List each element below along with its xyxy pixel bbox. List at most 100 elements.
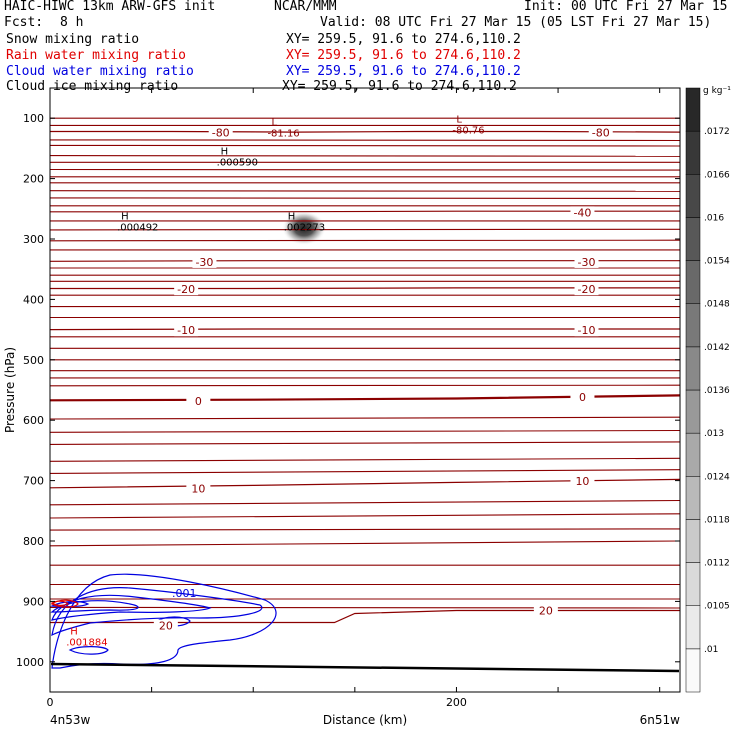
x-axis-title: Distance (km)	[323, 713, 407, 727]
temperature-contour	[50, 144, 680, 147]
header-title: HAIC-HIWC 13km ARW-GFS init	[4, 0, 216, 14]
snow-shading	[282, 211, 327, 246]
colorbar-swatch	[685, 389, 701, 434]
svg-text:10: 10	[575, 475, 589, 488]
svg-text:-10: -10	[177, 324, 195, 337]
colorbar-label: .0166	[704, 170, 730, 180]
svg-text:0: 0	[579, 391, 586, 404]
temperature-contour	[50, 228, 680, 231]
colorbar-swatch	[685, 648, 701, 693]
colorbar-swatch	[685, 87, 701, 132]
svg-text:-20: -20	[578, 283, 596, 296]
colorbar-label: .0172	[704, 127, 730, 137]
temperature-contour	[50, 416, 680, 420]
svg-text:-80: -80	[212, 127, 230, 140]
svg-text:.000590: .000590	[217, 157, 258, 168]
contour-label: -30	[192, 255, 217, 269]
svg-text:0: 0	[195, 395, 202, 408]
temperature-contour	[50, 155, 680, 157]
high-marker: H.000492	[117, 212, 158, 234]
colorbar-swatch	[685, 519, 701, 563]
svg-text:L: L	[456, 114, 462, 125]
x-axis-ticks: 0 200	[47, 88, 661, 709]
field-xy-cloud-water: XY= 259.5, 91.6 to 274.6,110.2	[286, 64, 521, 79]
temperature-contour	[50, 441, 680, 445]
temperature-contour	[50, 239, 680, 242]
contour-label: 0	[186, 394, 211, 408]
contour-label: -20	[574, 283, 599, 296]
y-tick-label: 200	[23, 173, 44, 186]
colorbar-swatch	[685, 130, 701, 175]
svg-text:-10: -10	[578, 324, 596, 337]
svg-text:H: H	[121, 212, 129, 223]
field-xy-rain: XY= 259.5, 91.6 to 274.6,110.2	[286, 48, 521, 63]
cloud-water-contour-label: .001	[172, 587, 197, 600]
high-low-markers: L-81.16L-80.76H.000590H.000492H.002273H.…	[66, 114, 484, 648]
temperature-contour	[50, 139, 680, 142]
colorbar-swatch	[685, 260, 701, 304]
x-tick-label: 200	[446, 696, 467, 709]
colorbar-swatch	[685, 432, 701, 477]
svg-text:-80: -80	[592, 127, 610, 140]
contour-label: -30	[574, 255, 599, 269]
y-tick-label: 100	[23, 112, 44, 125]
svg-text:-30: -30	[195, 256, 213, 269]
field-label-cloud-water: Cloud water mixing ratio	[6, 64, 194, 79]
y-tick-label: 800	[23, 535, 44, 548]
temperature-contour	[50, 210, 680, 213]
x-end-label: 6n51w	[640, 713, 681, 727]
svg-text:.002273: .002273	[284, 223, 325, 234]
plot-frame	[49, 87, 681, 693]
temperature-contour	[50, 130, 680, 133]
contour-label: 10	[186, 482, 211, 495]
temperature-contours	[50, 117, 680, 624]
colorbar-label: .013	[704, 429, 724, 439]
y-tick-label: 700	[23, 475, 44, 488]
colorbar-label: .0124	[704, 472, 730, 482]
svg-text:-30: -30	[578, 256, 596, 269]
cloud-water-contour	[51, 587, 263, 637]
svg-text:L: L	[271, 117, 277, 128]
y-tick-label: 900	[23, 595, 44, 608]
y-tick-label: 500	[23, 354, 44, 367]
y-tick-label: 600	[23, 414, 44, 427]
colorbar-label: .0154	[704, 257, 730, 267]
colorbar-swatch	[685, 346, 701, 391]
svg-text:.001884: .001884	[66, 638, 107, 649]
temperature-contour	[50, 478, 680, 489]
header-fcst-value: 8 h	[60, 15, 84, 30]
field-label-cloud-ice: Cloud ice mixing ratio	[6, 79, 179, 94]
snow-maximum-shading	[282, 211, 327, 246]
high-marker: H.001884	[66, 627, 107, 649]
temperature-contour	[50, 528, 680, 531]
rain-contours	[50, 599, 79, 608]
svg-text:20: 20	[159, 620, 173, 633]
colorbar-label: .0112	[704, 559, 730, 569]
field-xy-cloud-ice: XY= 259.5, 91.6 to 274.6,110.2	[282, 79, 517, 94]
colorbar-label: .0105	[704, 602, 730, 612]
temperature-contour	[50, 287, 680, 290]
header-valid: Valid: 08 UTC Fri 27 Mar 15 (05 LST Fri …	[320, 15, 712, 30]
cloud-water-contour	[51, 594, 212, 621]
temperature-contour	[50, 457, 680, 462]
contour-label: 20	[153, 619, 178, 633]
temperature-contour	[50, 260, 680, 262]
temperature-contour	[50, 540, 680, 547]
y-tick-label: 1000	[16, 656, 44, 669]
header-org: NCAR/MMM	[274, 0, 337, 14]
temperature-contour	[50, 168, 680, 171]
contour-label: -80	[588, 126, 613, 140]
colorbar-swatch	[685, 605, 701, 650]
colorbar-label: .01	[704, 645, 718, 655]
svg-text:H: H	[70, 627, 78, 638]
high-marker: H.000590	[217, 146, 258, 168]
colorbar-swatch	[685, 174, 701, 218]
temperature-contour	[50, 384, 680, 387]
temperature-contour	[50, 190, 680, 192]
contour-label: -10	[174, 324, 199, 337]
y-axis-title: Pressure (hPa)	[3, 347, 17, 433]
svg-text:.000492: .000492	[117, 223, 158, 234]
colorbar-swatch	[685, 303, 701, 348]
